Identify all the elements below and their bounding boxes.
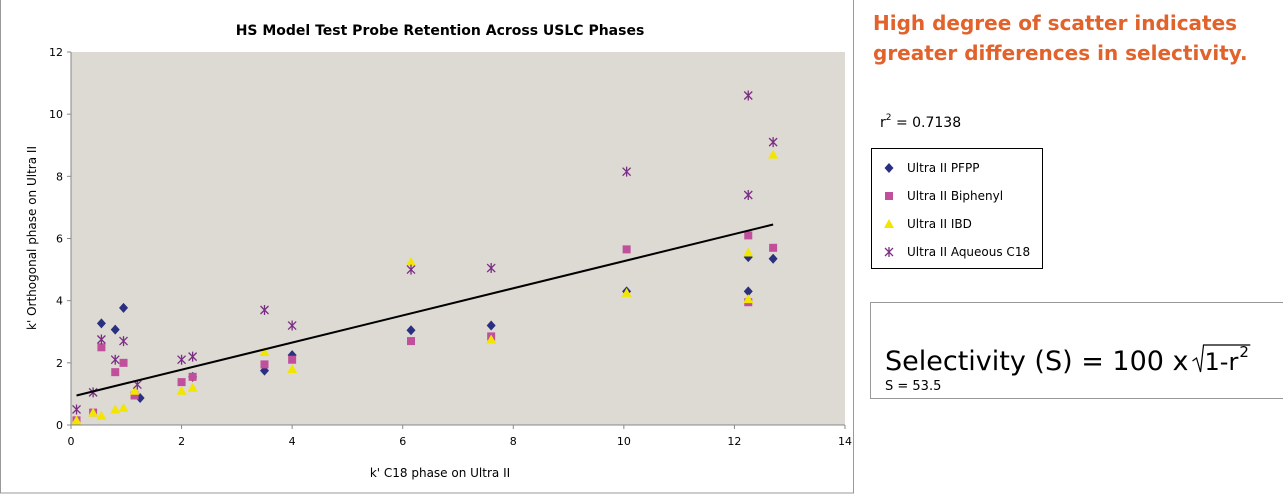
- r2-label: r2 = 0.7138: [880, 113, 961, 131]
- point: [111, 368, 119, 376]
- point: [189, 373, 197, 381]
- formula-sup: 2: [1239, 343, 1249, 361]
- annotation-line: greater differences in selectivity.: [873, 41, 1248, 65]
- y-axis-label: k' Orthogonal phase on Ultra II: [25, 146, 39, 330]
- chart-title: HS Model Test Probe Retention Across USL…: [236, 23, 645, 39]
- x-tick-label: 8: [510, 435, 517, 448]
- legend-label: Ultra II Aqueous C18: [907, 245, 1030, 259]
- formula-result: S = 53.5: [885, 379, 941, 394]
- point: [178, 378, 186, 386]
- annotation-line: High degree of scatter indicates: [873, 11, 1237, 35]
- y-tick-label: 0: [56, 419, 63, 432]
- x-tick-label: 6: [399, 435, 406, 448]
- formula-prefix: Selectivity (S) = 100 x: [885, 346, 1189, 377]
- point: [744, 231, 752, 239]
- x-axis-label: k' C18 phase on Ultra II: [370, 466, 510, 480]
- point: [623, 245, 631, 253]
- x-tick-label: 2: [178, 435, 185, 448]
- legend-label: Ultra II Biphenyl: [907, 189, 1003, 203]
- y-tick-label: 4: [56, 295, 63, 308]
- legend-label: Ultra II PFPP: [907, 161, 979, 175]
- x-tick-label: 4: [289, 435, 296, 448]
- legend-label: Ultra II IBD: [907, 217, 972, 231]
- point: [407, 337, 415, 345]
- x-tick-label: 10: [617, 435, 631, 448]
- x-tick-label: 14: [838, 435, 852, 448]
- point: [261, 360, 269, 368]
- y-tick-label: 12: [49, 46, 63, 59]
- y-tick-label: 2: [56, 357, 63, 370]
- point: [769, 244, 777, 252]
- point: [120, 359, 128, 367]
- y-tick-label: 10: [49, 108, 63, 121]
- formula-radicand: 1-r: [1205, 348, 1239, 376]
- y-tick-label: 8: [56, 170, 63, 183]
- legend-marker: [885, 192, 893, 200]
- x-tick-label: 0: [68, 435, 75, 448]
- r2-rest: = 0.7138: [892, 115, 962, 131]
- y-tick-label: 6: [56, 233, 63, 246]
- point: [288, 356, 296, 364]
- x-tick-label: 12: [727, 435, 741, 448]
